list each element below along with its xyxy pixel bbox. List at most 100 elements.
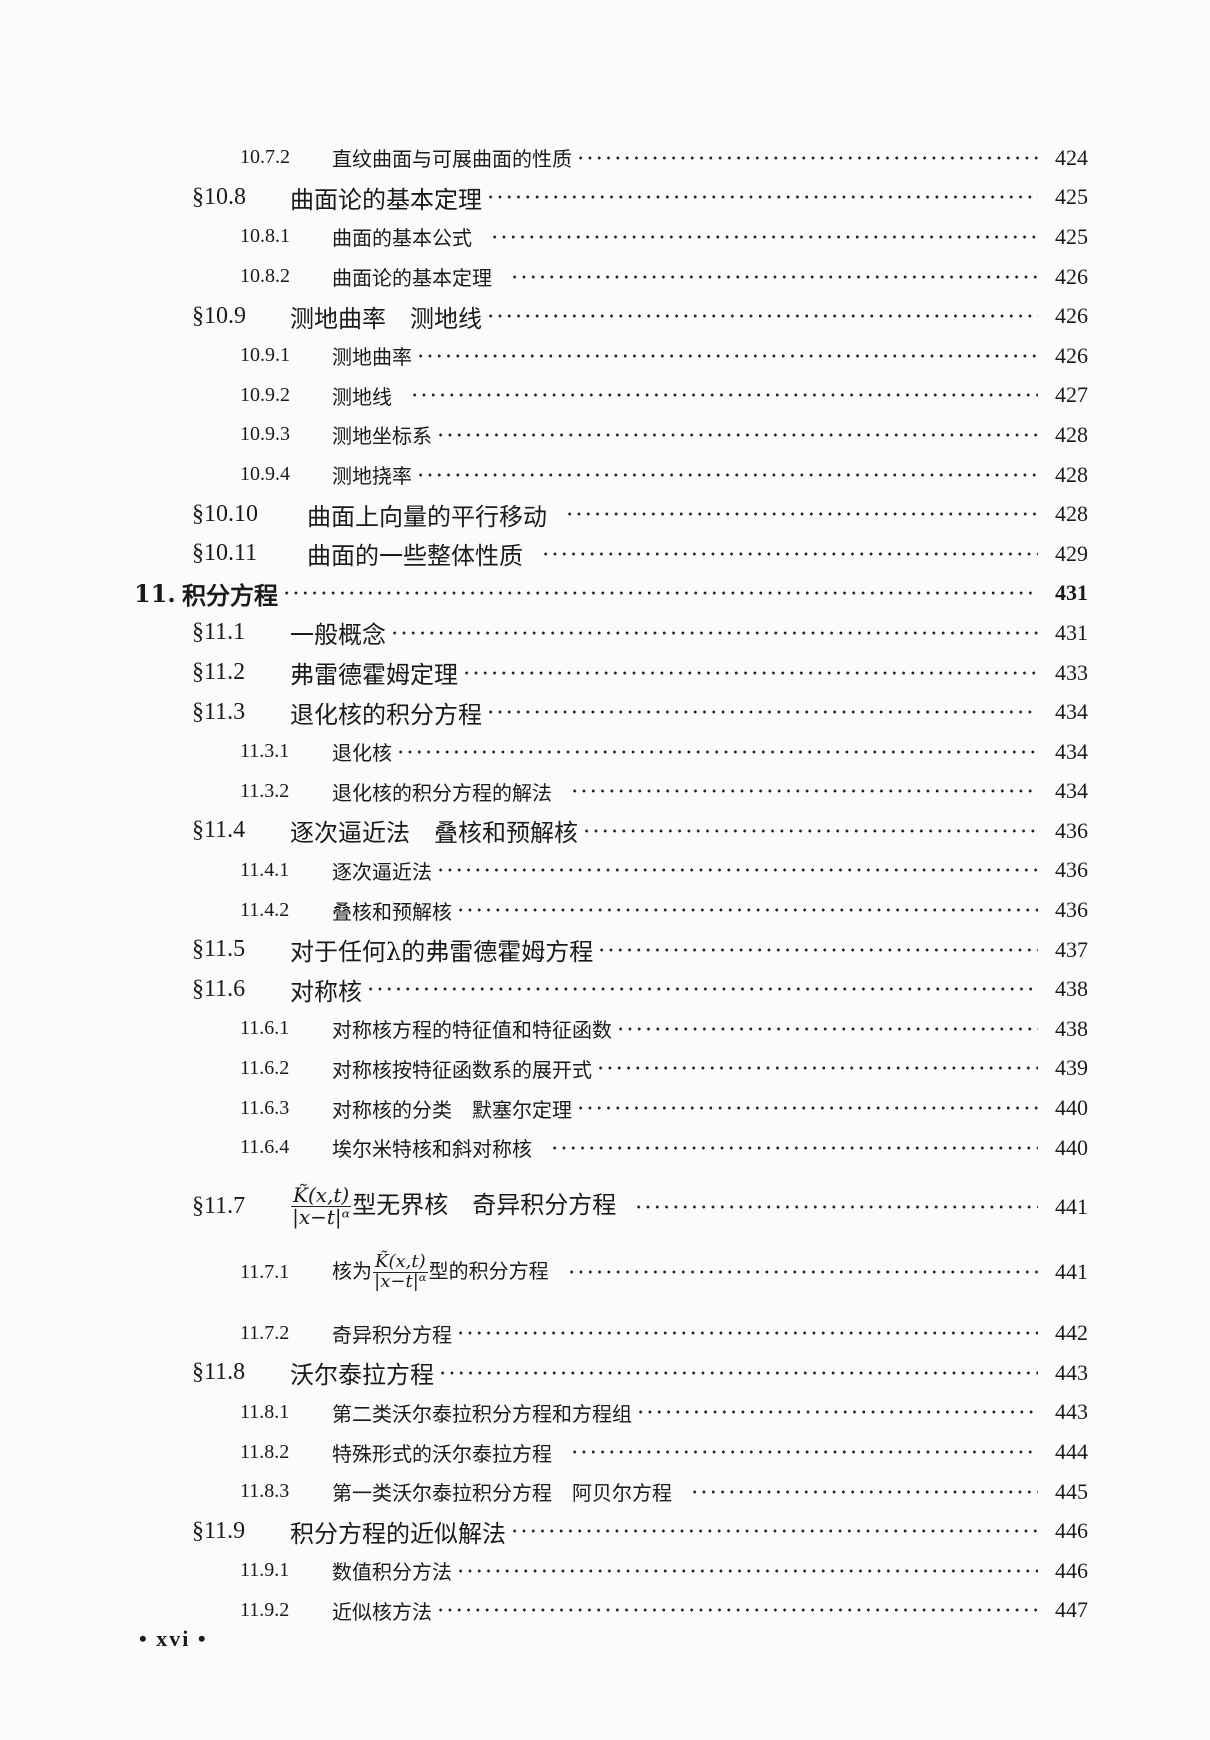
toc-section[interactable]: §11.3 退化核的积分方程 434: [0, 692, 1210, 732]
entry-title: 对称核: [290, 972, 362, 1007]
dot-leader: [486, 194, 1038, 201]
toc-subsection[interactable]: 11.7.2 奇异积分方程 442: [0, 1313, 1210, 1353]
title-text: 测地坐标系: [332, 424, 432, 449]
entry-number: 10.8.1: [240, 225, 290, 248]
toc-subsection[interactable]: 11.6.1 对称核方程的特征值和特征函数 438: [0, 1009, 1210, 1049]
title-text: 特殊形式的沃尔泰拉方程: [332, 1441, 552, 1466]
fraction-denominator: |x−t|ᵅ: [374, 1270, 427, 1292]
toc-subsection[interactable]: 11.6.2 对称核按特征函数系的展开式 439: [0, 1049, 1210, 1089]
entry-title: 直纹曲面与可展曲面的性质: [332, 143, 572, 172]
dot-leader: [490, 233, 1038, 240]
dot-leader: [416, 471, 1038, 478]
toc-subsection[interactable]: 11.8.1 第二类沃尔泰拉积分方程和方程组 443: [0, 1393, 1210, 1433]
toc-subsection[interactable]: 11.8.3 第一类沃尔泰拉积分方程 阿贝尔方程 445: [0, 1472, 1210, 1512]
title-text: 测地挠率: [332, 464, 412, 489]
entry-number: 10.9.1: [240, 344, 290, 367]
toc-subsection[interactable]: 11.6.3 对称核的分类 默塞尔定理 440: [0, 1088, 1210, 1128]
toc-section[interactable]: §11.6 对称核 438: [0, 969, 1210, 1009]
title-text: 退化核的积分方程的解法: [332, 780, 552, 805]
toc-subsection[interactable]: 11.7.1 核为 K̃(x,t) |x−t|ᵅ 型的积分方程 441: [0, 1239, 1210, 1305]
page-number-ref: 436: [1055, 817, 1088, 843]
entry-number: 11.3.2: [240, 779, 290, 802]
title-text: 曲面的一些整体性质: [307, 542, 523, 571]
toc-section[interactable]: §10.10 曲面上向量的平行移动 428: [0, 494, 1210, 534]
toc-subsection[interactable]: 10.9.3 测地坐标系 428: [0, 415, 1210, 455]
toc-subsection[interactable]: 11.9.2 近似核方法 447: [0, 1591, 1210, 1631]
entry-title: 曲面论的基本定理: [332, 262, 492, 291]
kernel-fraction: K̃(x,t) |x−t|ᵅ: [291, 1185, 352, 1228]
page-number-ref: 446: [1055, 1557, 1088, 1583]
toc-subsection[interactable]: 10.8.2 曲面论的基本定理 426: [0, 257, 1210, 297]
toc-subsection[interactable]: 10.9.2 测地线 427: [0, 376, 1210, 416]
entry-number: 11.8.1: [240, 1400, 290, 1423]
page-number-ref: 426: [1055, 263, 1088, 289]
toc-subsection[interactable]: 11.8.2 特殊形式的沃尔泰拉方程 444: [0, 1432, 1210, 1472]
toc-section[interactable]: §11.2 弗雷德霍姆定理 433: [0, 653, 1210, 693]
entry-title: K̃(x,t) |x−t|ᵅ 型无界核 奇异积分方程: [290, 1185, 616, 1228]
toc-section[interactable]: §11.9 积分方程的近似解法 446: [0, 1511, 1210, 1551]
title-text: 对于任何λ的弗雷德霍姆方程: [290, 938, 594, 967]
entry-number: §10.10: [192, 500, 258, 527]
toc-subsection[interactable]: 11.6.4 埃尔米特核和斜对称核 440: [0, 1128, 1210, 1168]
title-text: 曲面上向量的平行移动: [307, 502, 547, 531]
title-text: 近似核方法: [332, 1599, 432, 1624]
toc-subsection[interactable]: 10.9.4 测地挠率 428: [0, 455, 1210, 495]
dot-leader: [582, 827, 1038, 834]
entry-number: §11.1: [192, 619, 246, 646]
toc-section[interactable]: §11.4 逐次逼近法 叠核和预解核 436: [0, 811, 1210, 851]
page-number-ref: 424: [1055, 144, 1088, 170]
toc-section[interactable]: §11.5 对于任何λ的弗雷德霍姆方程 437: [0, 930, 1210, 970]
title-text: 弗雷德霍姆定理: [290, 661, 458, 690]
entry-title: 测地挠率: [332, 460, 412, 489]
entry-number: 10.9.3: [240, 423, 290, 446]
dot-leader: [597, 946, 1038, 953]
page-number-ref: 426: [1055, 303, 1088, 329]
fraction-numerator: K̃(x,t): [373, 1251, 428, 1273]
page-number-ref: 434: [1055, 778, 1088, 804]
entry-title: 奇异积分方程: [332, 1319, 452, 1348]
toc-section[interactable]: §10.8 曲面论的基本定理 425: [0, 178, 1210, 218]
toc-subsection[interactable]: 10.7.2 直纹曲面与可展曲面的性质 424: [0, 138, 1210, 178]
dot-leader: [396, 748, 1038, 755]
entry-number: 11.: [134, 578, 176, 608]
toc-section[interactable]: §10.9 测地曲率 测地线 426: [0, 296, 1210, 336]
entry-title: 测地线: [332, 381, 392, 410]
toc-section[interactable]: §11.8 沃尔泰拉方程 443: [0, 1353, 1210, 1393]
page-number-ref: 441: [1055, 1193, 1088, 1219]
entry-number: 11.7.2: [240, 1321, 290, 1344]
dot-leader: [510, 1528, 1038, 1535]
toc-section[interactable]: §10.11 曲面的一些整体性质 429: [0, 534, 1210, 574]
table-of-contents: 10.7.2 直纹曲面与可展曲面的性质 424 §10.8 曲面论的基本定理 425 10.…: [0, 138, 1210, 1630]
dot-leader: [570, 788, 1038, 795]
entry-title: 对称核的分类 默塞尔定理: [332, 1094, 572, 1123]
title-text: 对称核方程的特征值和特征函数: [332, 1018, 612, 1043]
title-text: 退化核: [332, 741, 392, 766]
page-number-ref: 438: [1055, 976, 1088, 1002]
toc-section[interactable]: §11.1 一般概念 431: [0, 613, 1210, 653]
toc-subsection[interactable]: 10.9.1 测地曲率 426: [0, 336, 1210, 376]
toc-subsection[interactable]: 11.4.1 逐次逼近法 436: [0, 851, 1210, 891]
entry-title: 曲面的基本公式: [332, 222, 472, 251]
entry-title: 测地曲率: [332, 341, 412, 370]
dot-leader: [634, 1203, 1038, 1210]
toc-subsection[interactable]: 11.4.2 叠核和预解核 436: [0, 890, 1210, 930]
entry-number: §10.11: [192, 540, 258, 567]
entry-number: 11.9.1: [240, 1559, 290, 1582]
entry-title: 埃尔米特核和斜对称核: [332, 1133, 532, 1162]
title-text: 沃尔泰拉方程: [290, 1361, 434, 1390]
page-number-ref: 440: [1055, 1134, 1088, 1160]
entry-title: 对称核按特征函数系的展开式: [332, 1054, 592, 1083]
toc-subsection[interactable]: 11.9.1 数值积分方法 446: [0, 1551, 1210, 1591]
toc-subsection[interactable]: 10.8.1 曲面的基本公式 425: [0, 217, 1210, 257]
title-text: 曲面论的基本定理: [332, 266, 492, 291]
page-number-ref: 431: [1055, 580, 1088, 606]
toc-chapter[interactable]: 11. 积分方程 431: [0, 574, 1210, 614]
title-text: 曲面论的基本定理: [290, 185, 482, 214]
toc-subsection[interactable]: 11.3.1 退化核 434: [0, 732, 1210, 772]
dot-leader: [636, 1409, 1038, 1416]
dot-leader: [576, 154, 1038, 161]
title-text: 积分方程: [182, 580, 278, 610]
page-number: • xvi •: [139, 1626, 208, 1651]
toc-section[interactable]: §11.7 K̃(x,t) |x−t|ᵅ 型无界核 奇异积分方程 441: [0, 1180, 1210, 1233]
toc-subsection[interactable]: 11.3.2 退化核的积分方程的解法 434: [0, 772, 1210, 812]
